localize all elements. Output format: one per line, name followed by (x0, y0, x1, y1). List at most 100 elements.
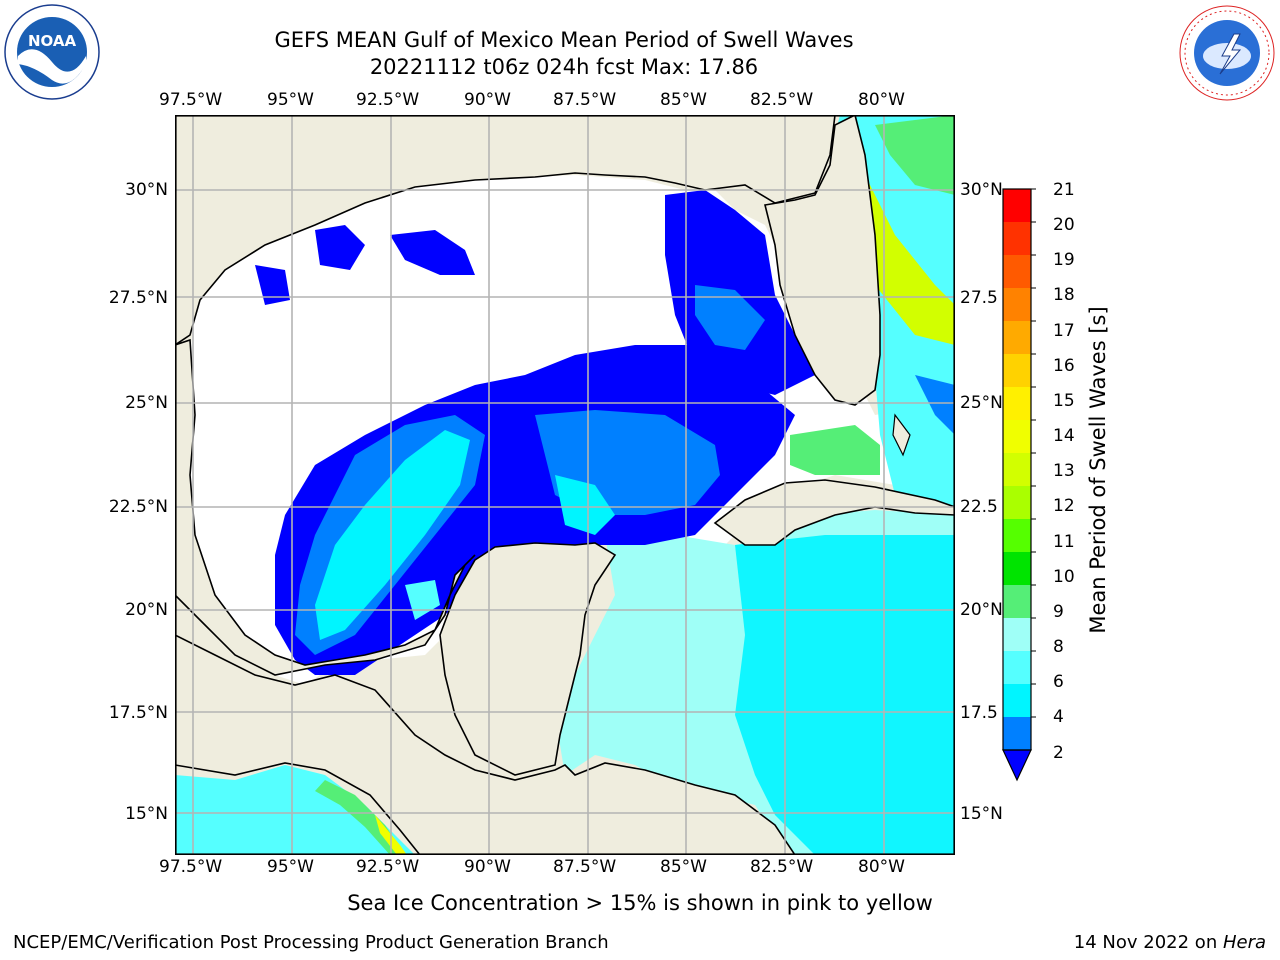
colorbar-tick-label: 18 (1053, 285, 1075, 305)
lon-tick-label: 95°W (267, 90, 314, 110)
colorbar-swatch (1003, 519, 1031, 553)
colorbar-extend-min (1002, 749, 1032, 782)
colorbar-tick-label: 12 (1053, 496, 1075, 516)
lon-tick-label: 87.5°W (553, 90, 617, 110)
lon-tick-label: 80°W (858, 90, 905, 110)
colorbar-tick-label: 10 (1053, 567, 1075, 587)
us-gulf-coast-land (175, 115, 836, 346)
colorbar-tick-label: 15 (1053, 391, 1075, 411)
lon-tick-label: 82.5°W (750, 857, 814, 877)
lon-tick-label: 97.5°W (159, 90, 223, 110)
lon-tick-label: 85°W (660, 857, 707, 877)
yucatan-land (439, 542, 617, 776)
footer-date-text: 14 Nov 2022 on (1073, 932, 1223, 953)
lon-tick-label: 82.5°W (750, 90, 814, 110)
lat-tick-label: 15°N (125, 804, 168, 824)
lat-tick-label-right: 30°N (960, 180, 1003, 200)
atlantic-green-band (875, 115, 955, 195)
footer-date: 14 Nov 2022 on Hera (1074, 932, 1266, 953)
lat-tick-label: 27.5°N (108, 288, 168, 308)
sea-ice-note: Sea Ice Concentration > 15% is shown in … (347, 891, 933, 915)
mexico-west-land (175, 338, 476, 676)
bahamas-land (892, 413, 911, 457)
colorbar-swatch (1003, 387, 1031, 421)
colorbar-swatch (1003, 651, 1031, 685)
central-america-land (175, 634, 796, 855)
colorbar (1000, 185, 1050, 785)
colorbar-swatch (1003, 288, 1031, 322)
colorbar-tick-label: 6 (1053, 672, 1064, 692)
colorbar-tick-label: 11 (1053, 532, 1075, 552)
footer-credit: NCEP/EMC/Verification Post Processing Pr… (13, 932, 609, 953)
caribbean-cyan-field (735, 535, 955, 855)
gulf-cyan-tongue (315, 430, 470, 640)
map-title: GEFS MEAN Gulf of Mexico Mean Period of … (274, 28, 854, 52)
colorbar-swatch (1003, 420, 1031, 454)
colorbar-swatch (1003, 684, 1031, 718)
pacific-green-band (315, 780, 405, 855)
colorbar-swatch (1003, 453, 1031, 487)
lon-tick-label: 80°W (858, 857, 905, 877)
colorbar-swatch (1003, 255, 1031, 289)
gulf-blue-patch-nw (315, 225, 365, 270)
footer-machine-name: Hera (1222, 932, 1266, 953)
colorbar-swatch (1003, 189, 1031, 223)
colorbar-tick-label: 14 (1053, 426, 1075, 446)
colorbar-swatch (1003, 486, 1031, 520)
lon-tick-label: 87.5°W (553, 857, 617, 877)
colorbar-swatch (1003, 717, 1031, 751)
lat-tick-label-right: 25°N (960, 393, 1003, 413)
lon-tick-label: 92.5°W (356, 90, 420, 110)
lat-tick-label: 25°N (125, 393, 168, 413)
colorbar-tick-label: 9 (1053, 602, 1064, 622)
lon-tick-label: 85°W (660, 90, 707, 110)
lat-tick-label-right: 20°N (960, 600, 1003, 620)
lon-tick-label: 90°W (464, 90, 511, 110)
nws-logo-icon (1178, 4, 1276, 102)
colorbar-tick-label: 20 (1053, 215, 1075, 235)
gulf-medblue-east (695, 285, 765, 350)
lat-tick-label: 30°N (125, 180, 168, 200)
gulf-blue-patch-west (255, 265, 290, 305)
colorbar-tick-label: 21 (1053, 180, 1075, 200)
florida-land (764, 115, 881, 406)
lat-tick-label: 22.5°N (108, 497, 168, 517)
lat-tick-label-right: 15°N (960, 804, 1003, 824)
colorbar-swatch (1003, 585, 1031, 619)
lat-tick-label-right: 22.5 (960, 497, 998, 517)
gulf-cyan-strait (555, 475, 615, 535)
colorbar-tick-label: 13 (1053, 461, 1075, 481)
lat-tick-label-right: 17.5 (960, 703, 998, 723)
colorbar-tick-label: 2 (1053, 743, 1064, 763)
gulf-blue-region-east (665, 190, 815, 395)
colorbar-swatches (1003, 188, 1036, 751)
gulf-blue-patch-north (390, 230, 475, 275)
svg-text:NOAA: NOAA (28, 32, 77, 50)
colorbar-swatch (1003, 321, 1031, 355)
lat-tick-label: 17.5°N (108, 703, 168, 723)
lon-tick-label: 97.5°W (159, 857, 223, 877)
map-svg (175, 115, 956, 856)
map-panel (175, 115, 956, 856)
colorbar-swatch (1003, 354, 1031, 388)
lon-tick-label: 90°W (464, 857, 511, 877)
colorbar-tick-label: 19 (1053, 250, 1075, 270)
florida-straits-green (790, 425, 880, 475)
lon-tick-label: 92.5°W (356, 857, 420, 877)
colorbar-label: Mean Period of Swell Waves [s] (1086, 306, 1110, 634)
map-frame (175, 115, 956, 856)
pacific-water (175, 765, 415, 855)
colorbar-swatch (1003, 618, 1031, 652)
colorbar-tick-label: 17 (1053, 321, 1075, 341)
graticule (175, 115, 955, 855)
lon-tick-label: 95°W (267, 857, 314, 877)
atlantic-blue-edge (915, 375, 955, 435)
colorbar-tick-label: 8 (1053, 637, 1064, 657)
lat-tick-label-right: 27.5 (960, 288, 998, 308)
map-subtitle-forecast: 20221112 t06z 024h fcst Max: 17.86 (369, 55, 759, 79)
cuba-land (713, 479, 955, 546)
colorbar-swatch (1003, 552, 1031, 586)
colorbar-swatch (1003, 222, 1031, 256)
noaa-logo-icon: NOAA (4, 4, 100, 100)
colorbar-tick-label: 4 (1053, 707, 1064, 727)
